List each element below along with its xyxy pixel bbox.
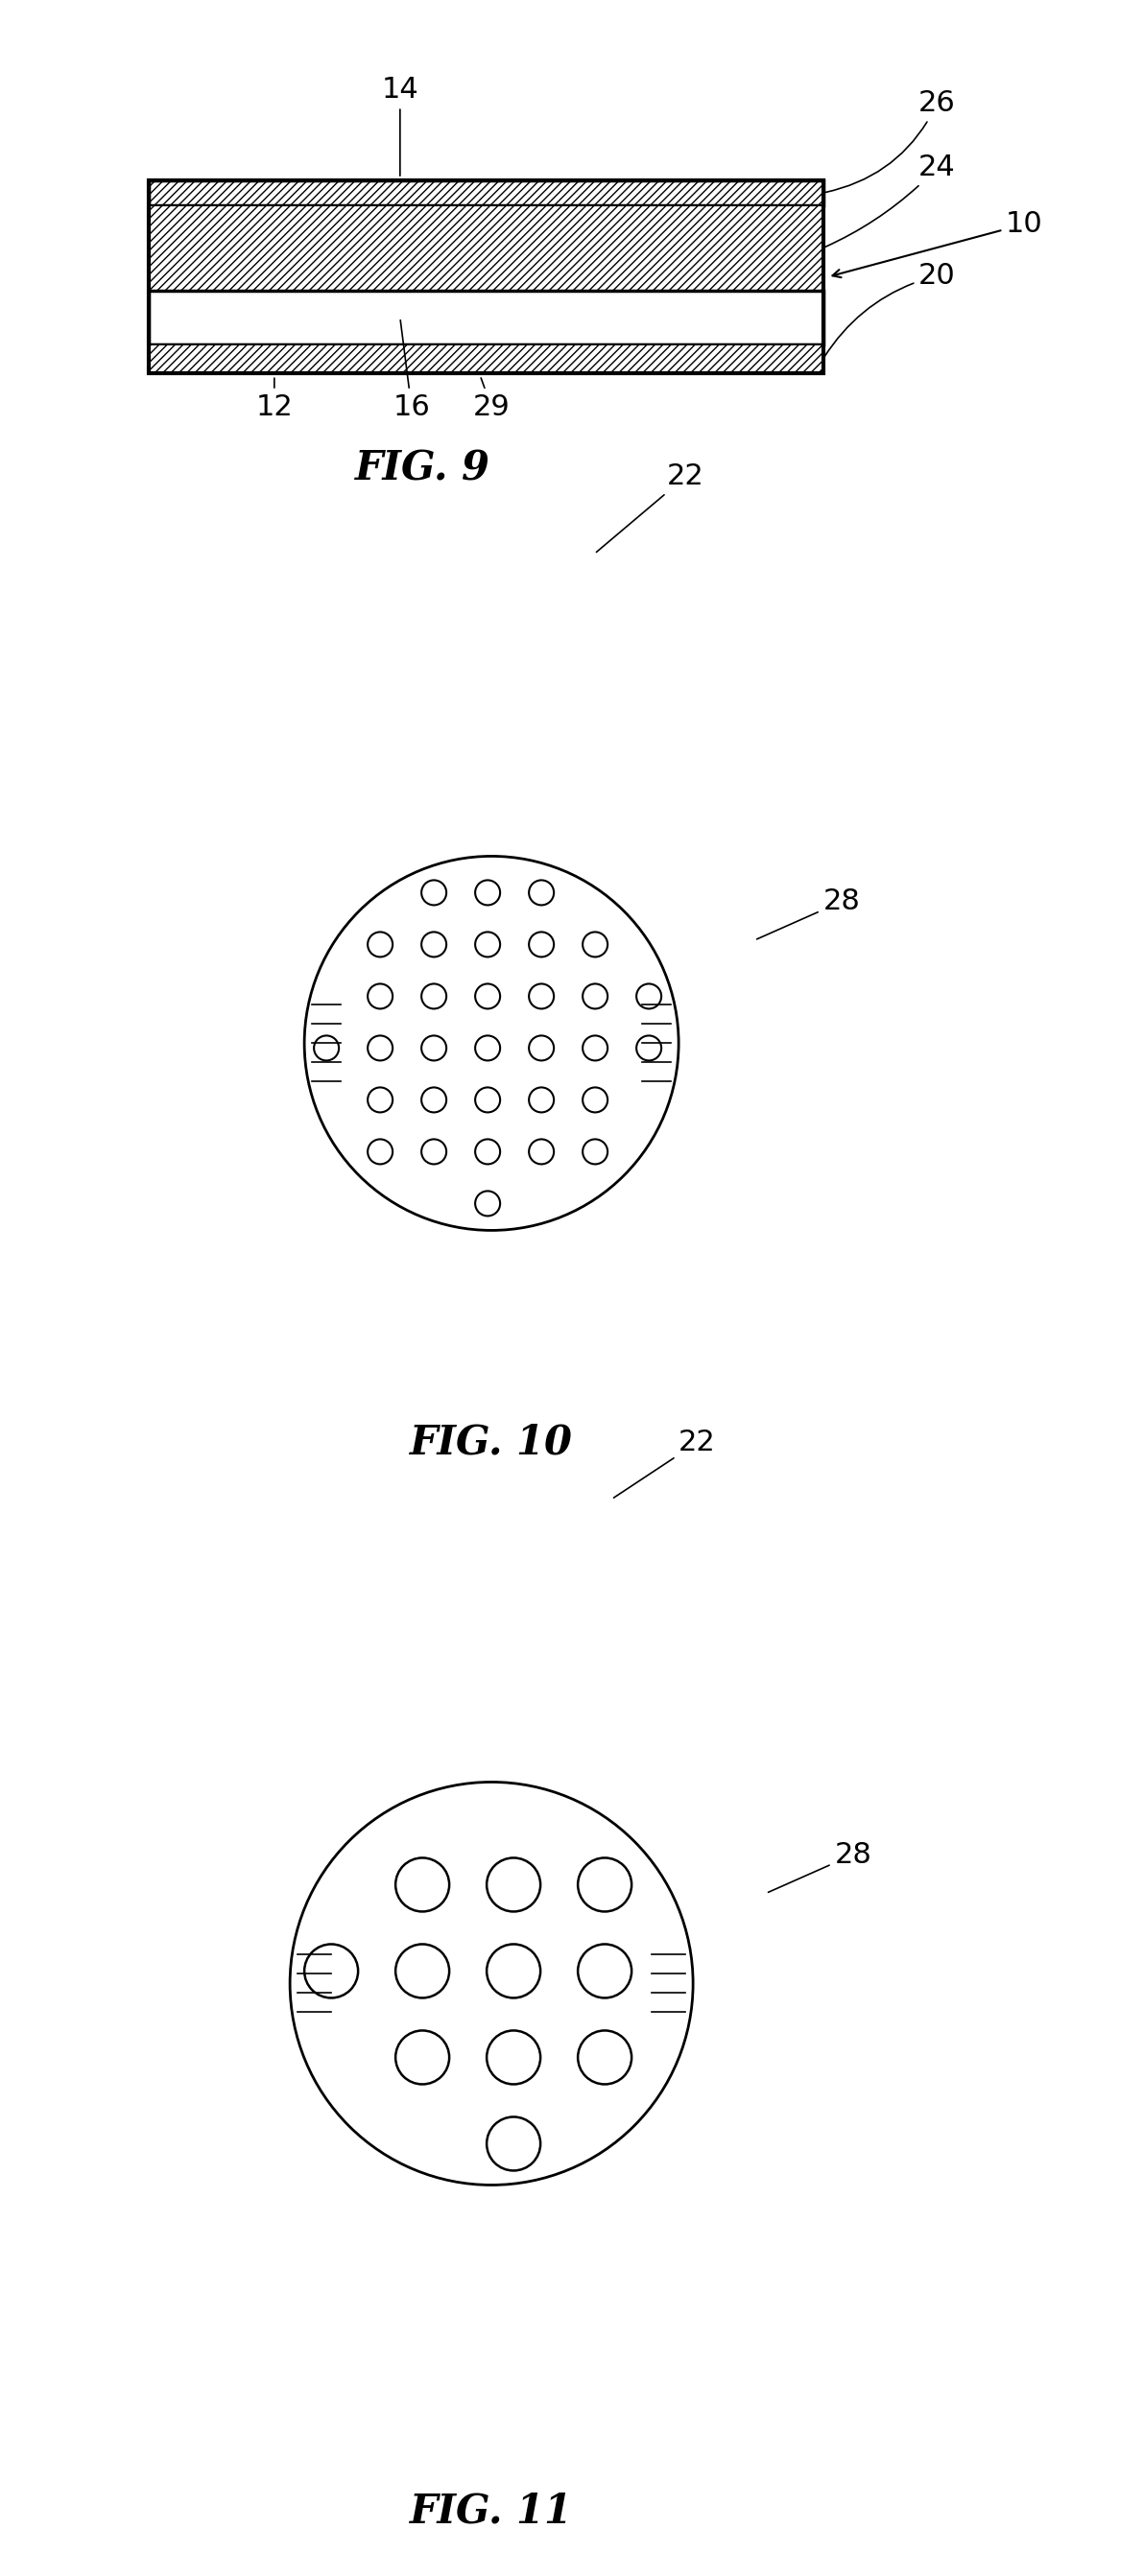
Text: 10: 10: [832, 211, 1044, 278]
Text: 22: 22: [597, 464, 704, 551]
Text: FIG. 9: FIG. 9: [355, 448, 490, 489]
Text: 16: 16: [393, 319, 430, 420]
Text: 20: 20: [824, 263, 956, 358]
Text: 22: 22: [614, 1430, 716, 1497]
Bar: [149, 180, 823, 206]
Text: FIG. 10: FIG. 10: [410, 1422, 573, 1463]
Text: FIG. 11: FIG. 11: [410, 2491, 573, 2532]
Bar: [149, 180, 823, 374]
Text: 12: 12: [256, 379, 293, 420]
Text: 26: 26: [825, 90, 956, 193]
Text: 29: 29: [473, 379, 510, 420]
Bar: [149, 206, 823, 291]
Text: 14: 14: [382, 77, 418, 175]
Text: 28: 28: [757, 889, 861, 940]
Bar: [149, 291, 823, 345]
Bar: [149, 345, 823, 374]
Text: 24: 24: [825, 155, 956, 247]
Text: 28: 28: [768, 1842, 872, 1893]
